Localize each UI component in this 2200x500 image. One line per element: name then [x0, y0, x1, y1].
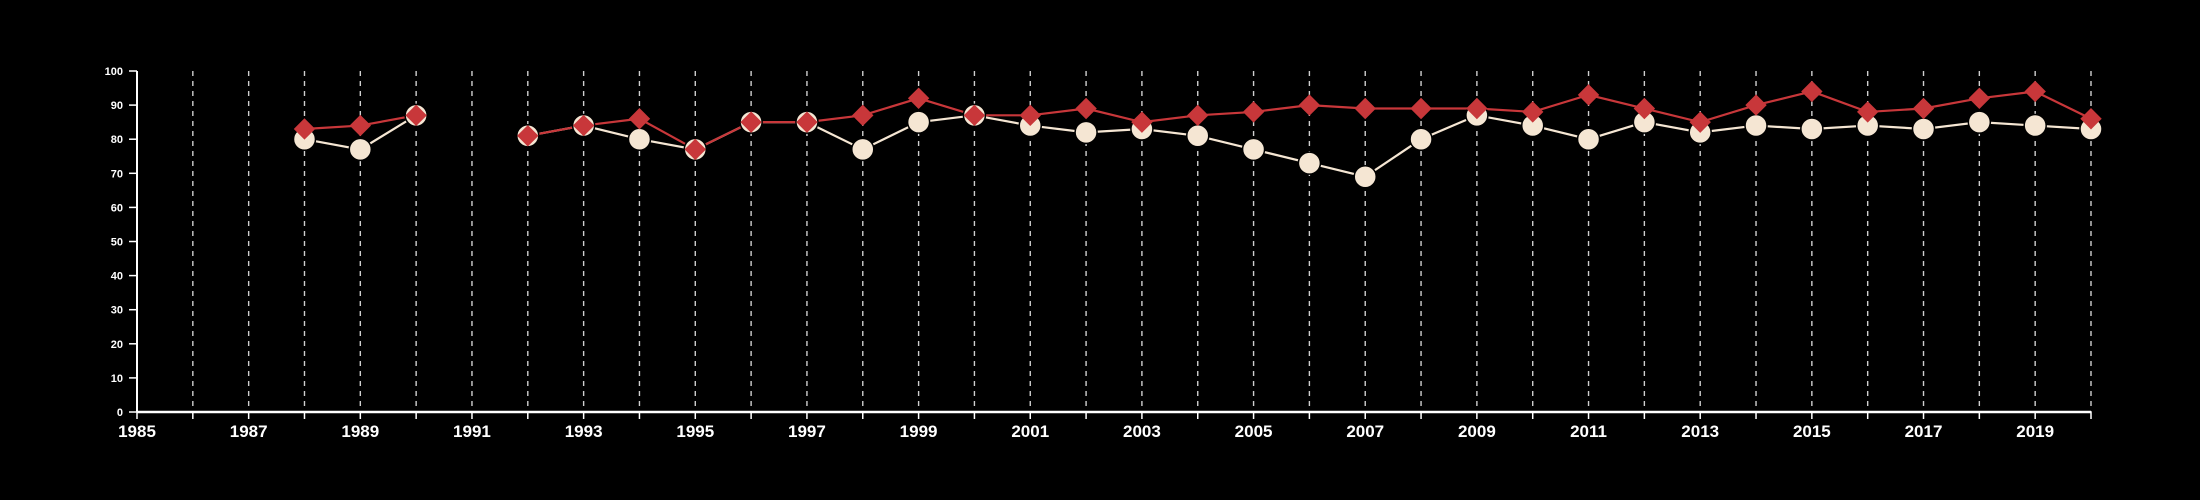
data-point — [1745, 94, 1767, 116]
data-point — [1967, 110, 1992, 134]
x-tick-label: 2009 — [1458, 422, 1496, 441]
x-tick-label: 1987 — [230, 422, 268, 441]
data-point — [627, 127, 652, 151]
data-point — [1801, 80, 1823, 103]
data-point — [851, 137, 875, 162]
x-tick-label: 1999 — [900, 422, 938, 441]
data-point — [1466, 97, 1488, 120]
y-tick-label: 10 — [111, 373, 123, 385]
x-tick-label: 1993 — [565, 422, 603, 441]
x-tick-label: 2015 — [1793, 422, 1831, 441]
data-point — [684, 138, 706, 161]
data-point — [1911, 117, 1936, 141]
data-point — [740, 111, 762, 133]
data-point — [796, 111, 818, 133]
data-point — [1298, 94, 1321, 116]
data-point — [1354, 97, 1376, 120]
y-tick-label: 90 — [111, 100, 123, 112]
x-tick-label: 2019 — [2016, 422, 2054, 441]
y-tick-label: 50 — [111, 237, 123, 249]
data-point — [1633, 97, 1656, 120]
marker-group — [293, 80, 2102, 161]
x-tick-label: 2013 — [1681, 422, 1719, 441]
data-point — [1522, 101, 1544, 123]
data-point — [405, 104, 427, 127]
data-point — [2023, 113, 2047, 138]
data-point — [1019, 104, 1041, 127]
y-tick-label: 30 — [111, 305, 123, 317]
data-point — [852, 104, 874, 127]
y-tick-label: 40 — [111, 271, 123, 283]
y-tick-label: 20 — [111, 339, 123, 351]
y-tick-label: 80 — [111, 134, 123, 146]
data-point — [1576, 127, 1601, 151]
x-tick-label: 1995 — [676, 422, 714, 441]
data-point — [906, 110, 931, 134]
data-point — [1241, 137, 1266, 162]
data-point — [1410, 97, 1432, 120]
series-layer — [292, 80, 2103, 189]
data-point — [1912, 97, 1935, 120]
data-point — [349, 114, 372, 137]
x-tick-label: 1997 — [788, 422, 826, 441]
data-point — [907, 87, 930, 109]
data-point — [2024, 80, 2046, 103]
x-tick-label: 1991 — [453, 422, 491, 441]
x-tick-label: 2003 — [1123, 422, 1161, 441]
data-point — [1074, 120, 1098, 145]
data-point — [1577, 84, 1600, 106]
y-tick-label: 70 — [111, 168, 123, 180]
axes: 0 10 20 30 40 50 60 70 80 90 100 1985 1987 1989 1991 19… — [105, 66, 2092, 441]
x-tick-label: 1985 — [118, 422, 156, 441]
data-point — [572, 114, 595, 137]
data-point — [1075, 97, 1097, 120]
x-tick-label: 2017 — [1905, 422, 1943, 441]
y-tick-label: 0 — [117, 407, 123, 419]
x-tick-label: 2005 — [1235, 422, 1273, 441]
data-point — [348, 137, 373, 162]
y-tick-label: 100 — [105, 66, 123, 78]
data-point — [1409, 127, 1433, 151]
data-point — [1297, 151, 1322, 175]
data-point — [1800, 117, 1824, 141]
data-point — [1242, 101, 1265, 123]
data-point — [2080, 108, 2102, 130]
x-tick-label: 2007 — [1346, 422, 1384, 441]
data-point — [1689, 111, 1711, 133]
data-point — [1131, 111, 1153, 133]
data-point — [1185, 124, 1210, 148]
data-point — [1353, 164, 1377, 189]
data-point — [1968, 87, 1991, 109]
data-point — [1744, 113, 1768, 138]
x-tick-label: 2011 — [1570, 422, 1607, 441]
x-tick-label: 2001 — [1011, 422, 1049, 441]
y-tick-label: 60 — [111, 202, 123, 214]
data-point — [517, 125, 539, 147]
data-point — [1187, 104, 1209, 127]
x-tick-label: 1989 — [341, 422, 379, 441]
data-point — [1856, 101, 1879, 123]
data-point — [293, 118, 316, 140]
data-point — [963, 104, 986, 127]
data-point — [628, 108, 651, 130]
grid-lines — [192, 71, 2092, 412]
